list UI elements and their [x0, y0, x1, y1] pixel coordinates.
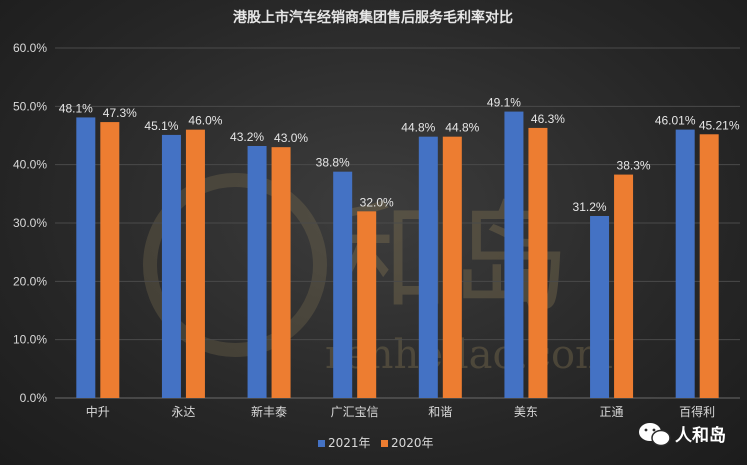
data-label: 44.8% [401, 121, 435, 135]
data-label: 32.0% [360, 195, 394, 209]
y-tick-label: 50.0% [13, 99, 47, 113]
data-label: 38.8% [316, 156, 350, 170]
data-label: 38.3% [617, 159, 651, 173]
legend-swatch-2021 [318, 440, 325, 447]
bar-2020 [100, 122, 120, 398]
bars [76, 111, 719, 399]
bar-2020 [357, 211, 377, 398]
bar-2021 [247, 146, 267, 398]
bar-2020 [271, 147, 291, 398]
wechat-icon [639, 423, 671, 447]
data-label: 46.01% [655, 114, 696, 128]
data-label: 47.3% [103, 106, 137, 120]
data-label: 31.2% [573, 200, 607, 214]
bar-2020 [699, 134, 719, 398]
category-label: 正通 [600, 405, 624, 419]
bar-2021 [161, 134, 181, 398]
category-label: 百得利 [679, 404, 715, 419]
y-tick-label: 40.0% [13, 158, 47, 172]
category-labels: 中升 永达 新丰泰 广汇宝信 和谐 美东 正通 百得利 [86, 404, 715, 419]
legend: 2021年 2020年 [318, 436, 434, 450]
legend-label-2020: 2020年 [391, 436, 434, 450]
category-label: 新丰泰 [251, 404, 287, 419]
data-label: 44.8% [445, 121, 479, 135]
bar-2020 [185, 129, 205, 398]
y-tick-label: 60.0% [13, 41, 47, 55]
data-labels: 48.1% 47.3% 45.1% 46.0% 43.2% 43.0% 38.8% 32.0%… [59, 96, 740, 214]
y-tick-label: 30.0% [13, 216, 47, 230]
category-label: 永达 [171, 405, 195, 419]
bar-2021 [504, 111, 524, 398]
legend-label-2021: 2021年 [328, 436, 371, 450]
bar-2021 [76, 117, 96, 399]
bar-2021 [590, 216, 610, 398]
bar-2021 [333, 171, 353, 398]
category-label: 和谐 [428, 405, 452, 419]
data-label: 46.3% [531, 112, 565, 126]
bar-2021 [675, 129, 695, 398]
chart-title: 港股上市汽车经销商集团售后服务毛利率对比 [233, 9, 513, 26]
category-label: 美东 [514, 405, 538, 419]
data-label: 45.1% [144, 119, 178, 133]
y-tick-label: 20.0% [13, 274, 47, 288]
y-tick-label: 10.0% [13, 333, 47, 347]
legend-swatch-2020 [381, 440, 388, 447]
data-label: 48.1% [59, 101, 93, 115]
data-label: 43.0% [274, 131, 308, 145]
data-label: 45.21% [699, 118, 740, 132]
y-axis-ticks: 0.0% 10.0% 20.0% 30.0% 40.0% 50.0% 60.0% [13, 41, 47, 405]
data-label: 46.0% [188, 114, 222, 128]
bar-2020 [614, 174, 634, 398]
bar-2020 [528, 127, 548, 399]
y-tick-label: 0.0% [20, 391, 48, 405]
data-label: 49.1% [487, 96, 521, 110]
brand-name: 人和岛 [675, 425, 726, 446]
bar-2020 [442, 136, 462, 398]
category-label: 中升 [86, 404, 110, 419]
category-label: 广汇宝信 [331, 405, 379, 419]
bar-2021 [418, 136, 438, 398]
data-label: 43.2% [230, 130, 264, 144]
brand-badge: 人和岛 [639, 423, 726, 447]
